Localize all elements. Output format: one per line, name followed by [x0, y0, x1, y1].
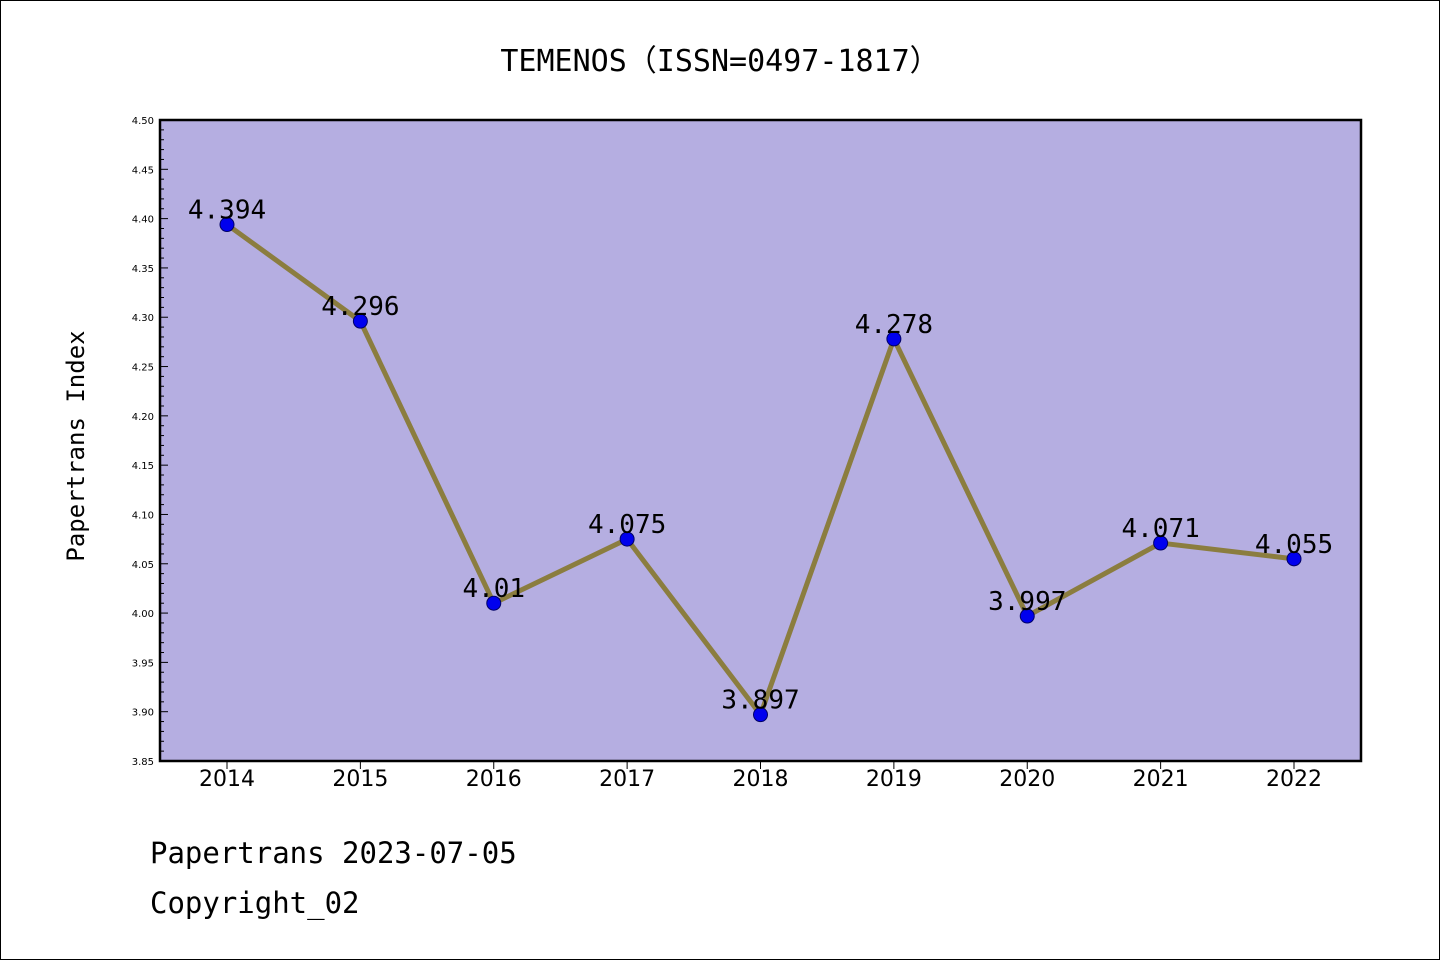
y-tick-label: 3.95: [132, 658, 154, 669]
y-tick-label: 4.05: [132, 560, 154, 571]
data-point: [486, 595, 502, 611]
data-point: [219, 217, 235, 233]
x-tick-label: 2017: [599, 767, 655, 792]
x-tick-label: 2021: [1133, 767, 1189, 792]
data-label: 4.278: [855, 310, 933, 340]
y-tick-label: 4.10: [132, 510, 154, 521]
footer-copyright-text: Copyright_02: [150, 886, 360, 920]
y-tick-label: 4.20: [132, 412, 154, 423]
x-tick-label: 2014: [199, 767, 255, 792]
data-point: [352, 313, 368, 329]
x-tick-label: 2019: [866, 767, 922, 792]
y-tick-label: 4.00: [132, 609, 154, 620]
x-tick-label: 2020: [999, 767, 1055, 792]
footer-date-text: Papertrans 2023-07-05: [150, 836, 517, 870]
data-label: 4.296: [321, 292, 399, 322]
plot-border: [158, 118, 1363, 763]
y-tick-label: 4.30: [132, 313, 154, 324]
y-tick-label: 4.40: [132, 215, 154, 226]
data-point: [1019, 608, 1035, 624]
data-label: 4.394: [188, 196, 266, 226]
data-label: 4.055: [1255, 530, 1333, 560]
y-tick-label: 4.35: [132, 264, 154, 275]
y-tick-label: 4.45: [132, 165, 154, 176]
data-point: [753, 707, 768, 723]
data-point: [1153, 535, 1169, 551]
data-point: [886, 331, 902, 347]
y-tick-label: 4.15: [132, 461, 154, 472]
chart-title: TEMENOS（ISSN=0497-1817）: [500, 44, 940, 79]
y-tick-label: 4.25: [132, 363, 154, 374]
data-label: 4.01: [462, 574, 525, 604]
x-tick-label: 2018: [733, 767, 789, 792]
y-tick-label: 4.50: [132, 116, 154, 127]
data-point: [1286, 551, 1302, 567]
data-label: 4.071: [1121, 514, 1199, 544]
data-label: 3.997: [988, 587, 1066, 617]
data-label: 3.897: [721, 686, 799, 716]
data-point: [619, 531, 635, 547]
y-tick-label: 3.90: [132, 708, 154, 719]
x-tick-label: 2016: [466, 767, 522, 792]
plot-area: [160, 120, 1361, 761]
x-tick-label: 2022: [1266, 767, 1322, 792]
data-label: 4.075: [588, 510, 666, 540]
y-tick-label: 3.85: [132, 757, 154, 768]
x-tick-label: 2015: [332, 767, 388, 792]
